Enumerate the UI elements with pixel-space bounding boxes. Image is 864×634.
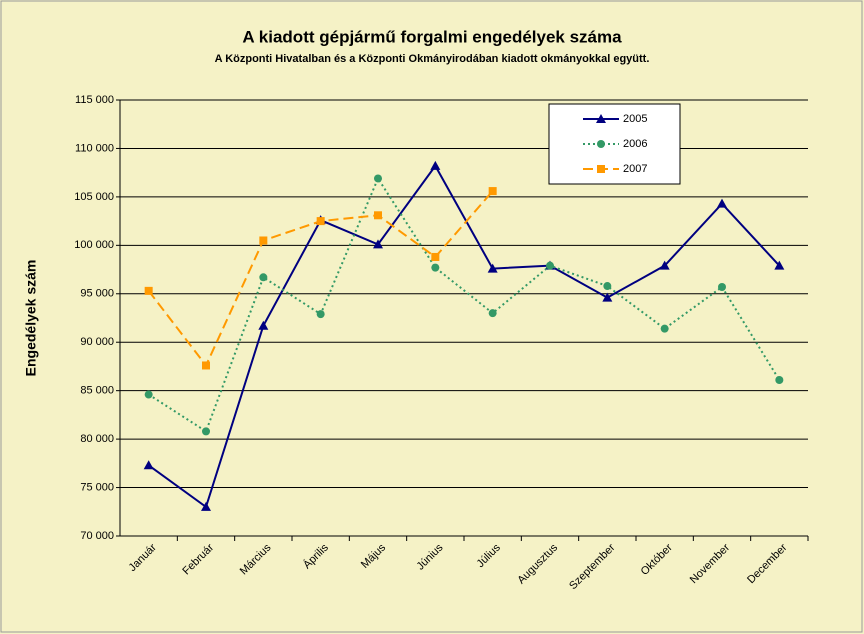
y-tick-label: 85 000 [80, 385, 114, 397]
legend-marker [596, 114, 606, 123]
marker [374, 211, 382, 220]
marker [602, 292, 613, 302]
x-tick-label: Február [180, 541, 216, 577]
marker [603, 282, 612, 291]
chart-title: A kiadott gépjármű forgalmi engedélyek s… [242, 27, 622, 46]
y-tick-label: 75 000 [80, 481, 114, 493]
x-tick-label: Január [127, 541, 160, 574]
marker [718, 282, 726, 291]
marker [144, 390, 153, 399]
legend-marker [597, 140, 605, 148]
y-tick-label: 115 000 [75, 94, 114, 106]
y-tick-label: 95 000 [80, 288, 114, 300]
y-tick-label: 90 000 [80, 336, 114, 348]
x-tick-label: Március [238, 541, 274, 577]
marker [431, 252, 440, 261]
x-tick-label: December [745, 541, 790, 586]
series-line [148, 164, 781, 509]
marker [659, 260, 670, 270]
x-tick-label: Július [474, 541, 503, 570]
marker [259, 236, 268, 245]
marker [373, 239, 383, 249]
marker [258, 320, 269, 330]
legend-label: 2007 [623, 163, 647, 175]
y-tick-label: 105 000 [74, 191, 114, 203]
y-tick-label: 80 000 [80, 433, 114, 445]
marker [774, 260, 785, 270]
marker [201, 501, 211, 511]
marker [202, 427, 210, 436]
x-tick-label: Május [359, 541, 389, 571]
marker [775, 376, 784, 385]
marker [143, 460, 154, 470]
marker [430, 160, 441, 170]
y-axis-label: Engedélyek szám [23, 260, 39, 377]
y-tick-label: 100 000 [74, 239, 114, 251]
marker [316, 217, 325, 226]
x-tick-label: Június [415, 541, 446, 572]
y-tick-label: 110 000 [75, 142, 114, 154]
series-line [148, 176, 781, 433]
marker [144, 286, 153, 295]
x-tick-label: Augusztus [515, 541, 560, 586]
legend-marker [597, 165, 605, 173]
chart-subtitle: A Központi Hivatalban és a Központi Okmá… [215, 53, 650, 65]
x-tick-label: Április [300, 541, 331, 572]
marker [660, 324, 669, 333]
marker [259, 273, 268, 282]
marker [374, 174, 382, 183]
marker [487, 263, 498, 273]
marker [316, 310, 325, 319]
x-tick-label: Szeptember [567, 541, 618, 592]
marker [546, 261, 554, 270]
x-tick-label: Október [639, 541, 675, 577]
marker [488, 309, 497, 318]
marker [431, 263, 440, 272]
marker [717, 198, 727, 208]
x-tick-label: November [688, 541, 733, 586]
marker [202, 361, 210, 370]
legend-label: 2006 [623, 138, 647, 150]
marker [488, 187, 497, 196]
y-tick-label: 70 000 [80, 530, 114, 542]
legend-label: 2005 [623, 113, 647, 125]
